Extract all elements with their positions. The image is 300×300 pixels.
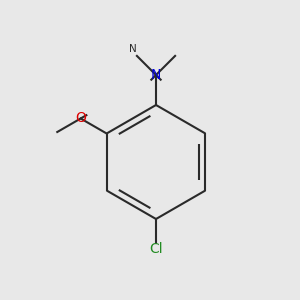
Text: N: N — [129, 44, 137, 54]
Text: N: N — [151, 68, 161, 82]
Text: O: O — [75, 112, 86, 125]
Text: Cl: Cl — [149, 242, 163, 256]
